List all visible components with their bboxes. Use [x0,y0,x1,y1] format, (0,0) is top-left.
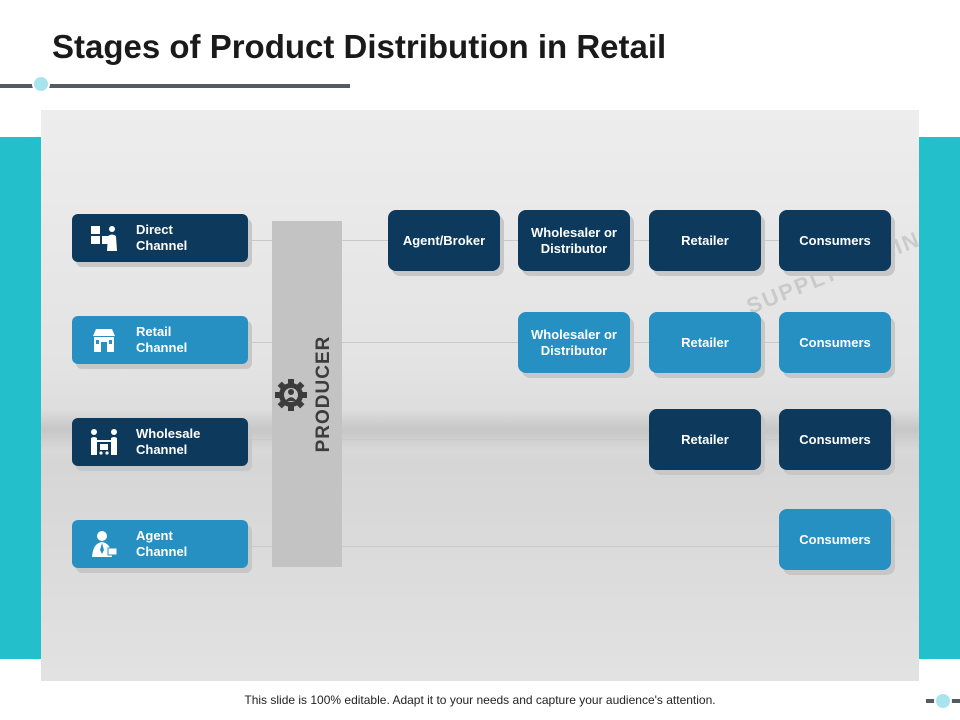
footer-note: This slide is 100% editable. Adapt it to… [244,693,716,707]
channel-label-line1: Wholesale [136,426,201,441]
channel-wholesale: Wholesale Channel [72,418,248,466]
channel-label-line1: Agent [136,528,173,543]
node-wholesaler-distributor: Wholesaler or Distributor [518,312,630,373]
channel-direct: Direct Channel [72,214,248,262]
node-retailer: Retailer [649,210,761,271]
store-icon [72,326,136,354]
channel-label-line2: Channel [136,238,188,253]
diagram-panel: SUPPLY CHAIN [41,110,919,681]
channel-label-line2: Channel [136,340,188,355]
channel-retail: Retail Channel [72,316,248,364]
channel-label-line2: Channel [136,544,188,559]
boxes-person-icon [72,224,136,252]
footer-accent-dot [934,692,952,710]
handover-cart-icon [72,428,136,456]
title-accent-dot [32,75,50,93]
node-consumers: Consumers [779,210,891,271]
node-retailer: Retailer [649,409,761,470]
node-agent-broker: Agent/Broker [388,210,500,271]
channel-label-line1: Direct [136,222,173,237]
node-consumers: Consumers [779,509,891,570]
channel-agent: Agent Channel [72,520,248,568]
node-consumers: Consumers [779,409,891,470]
node-retailer: Retailer [649,312,761,373]
title-underline [0,84,350,88]
channel-label-line1: Retail [136,324,172,339]
channel-label-line2: Channel [136,442,188,457]
connector-line-row-3 [248,439,888,440]
connector-line-row-4 [248,546,888,547]
node-wholesaler-distributor: Wholesaler or Distributor [518,210,630,271]
agent-person-icon [72,530,136,558]
page-title: Stages of Product Distribution in Retail [52,28,667,65]
producer-label: PRODUCER [313,335,334,453]
node-consumers: Consumers [779,312,891,373]
gear-person-icon [274,378,308,417]
